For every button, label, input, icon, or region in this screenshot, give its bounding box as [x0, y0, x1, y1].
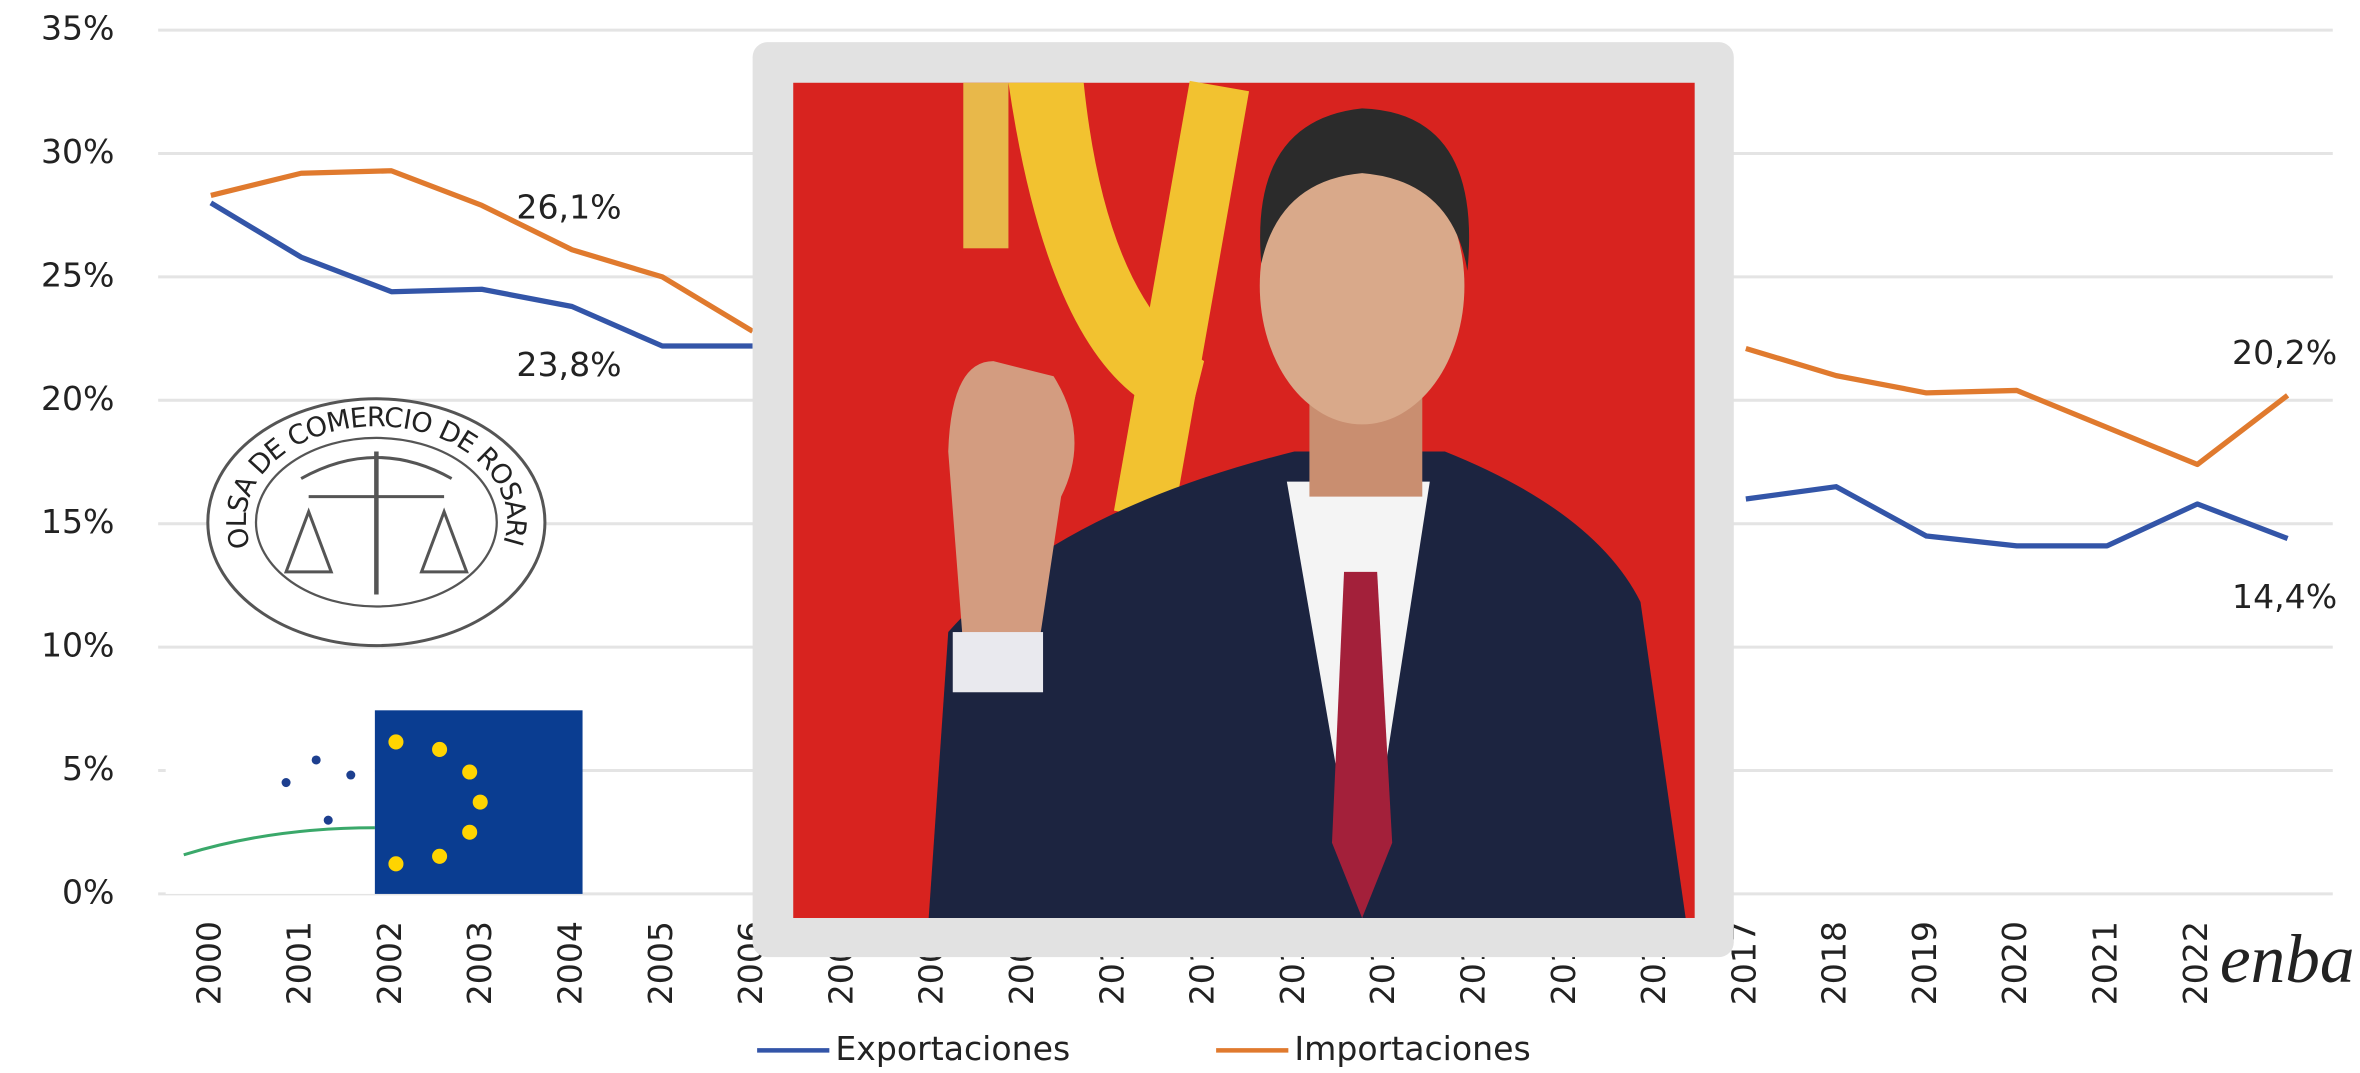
- legend-label: Exportaciones: [835, 1029, 1070, 1068]
- x-tick-label: 2005: [641, 921, 680, 1005]
- series-line: [210, 168, 2290, 468]
- y-tick-label: 5%: [62, 749, 115, 788]
- y-tick-label: 25%: [41, 255, 115, 294]
- seal-logo: BOLSA DE COMERCIO DE ROSARIO: [0, 0, 547, 648]
- data-label: 23,8%: [516, 345, 621, 384]
- y-tick-label: 0%: [62, 872, 115, 911]
- x-tick-label: 2020: [1995, 921, 2034, 1005]
- eu-logo: [165, 710, 583, 894]
- x-tick-label: 2000: [189, 921, 228, 1005]
- x-tick-label: 2004: [551, 921, 590, 1005]
- x-tick-label: 2002: [370, 921, 409, 1005]
- y-tick-label: 35%: [41, 9, 115, 48]
- logo-text: enba: [2220, 920, 2355, 997]
- x-tick-label: 2022: [2176, 921, 2215, 1005]
- x-tick-label: 2018: [1815, 921, 1854, 1005]
- data-label: 26,1%: [516, 188, 621, 227]
- x-tick-label: 2003: [460, 921, 499, 1005]
- series-line: [209, 200, 2289, 549]
- y-tick-label: 20%: [41, 379, 115, 418]
- x-tick-label: 2001: [280, 921, 319, 1005]
- y-tick-label: 15%: [41, 502, 115, 541]
- photo: [752, 42, 1734, 958]
- y-tick-label: 10%: [41, 626, 115, 665]
- data-label: 20,2%: [2232, 333, 2337, 372]
- legend-label: Importaciones: [1294, 1029, 1530, 1068]
- data-label: 14,4%: [2232, 577, 2337, 616]
- x-tick-label: 2021: [2086, 921, 2125, 1005]
- x-tick-label: 2019: [1905, 921, 1944, 1005]
- y-tick-label: 30%: [41, 132, 115, 171]
